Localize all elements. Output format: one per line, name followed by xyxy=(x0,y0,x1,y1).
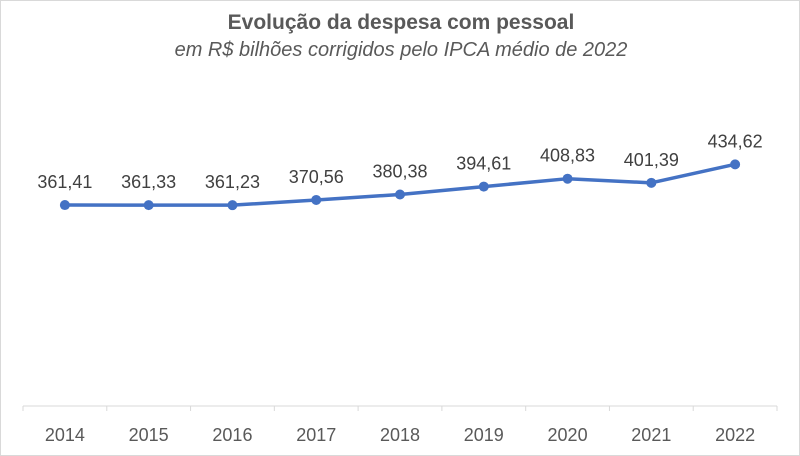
data-point xyxy=(143,200,154,211)
x-tick-label: 2016 xyxy=(212,425,252,445)
data-point xyxy=(646,177,657,188)
data-point xyxy=(311,194,322,205)
data-label: 361,23 xyxy=(205,172,260,192)
data-label: 361,33 xyxy=(121,172,176,192)
data-label: 394,61 xyxy=(456,154,511,174)
data-point xyxy=(227,200,238,211)
chart-subtitle: em R$ bilhões corrigidos pelo IPCA médio… xyxy=(174,39,628,61)
x-tick-label: 2018 xyxy=(380,425,420,445)
x-tick-label: 2017 xyxy=(296,425,336,445)
x-tick-label: 2020 xyxy=(548,425,588,445)
chart-title: Evolução da despesa com pessoal xyxy=(227,11,575,34)
data-label: 361,41 xyxy=(37,172,92,192)
x-tick-label: 2014 xyxy=(45,425,85,445)
data-label: 380,38 xyxy=(372,162,427,182)
data-label: 401,39 xyxy=(624,150,679,170)
data-label: 408,83 xyxy=(540,146,595,166)
data-point xyxy=(562,173,573,184)
data-point xyxy=(478,181,489,192)
x-tick-label: 2022 xyxy=(715,425,755,445)
x-tick-label: 2015 xyxy=(129,425,169,445)
data-point xyxy=(730,159,741,170)
data-label: 434,62 xyxy=(708,131,763,151)
x-tick-label: 2019 xyxy=(464,425,504,445)
data-point xyxy=(59,200,70,211)
data-point xyxy=(395,189,405,200)
x-tick-label: 2021 xyxy=(631,425,671,445)
data-label: 370,56 xyxy=(289,167,344,187)
